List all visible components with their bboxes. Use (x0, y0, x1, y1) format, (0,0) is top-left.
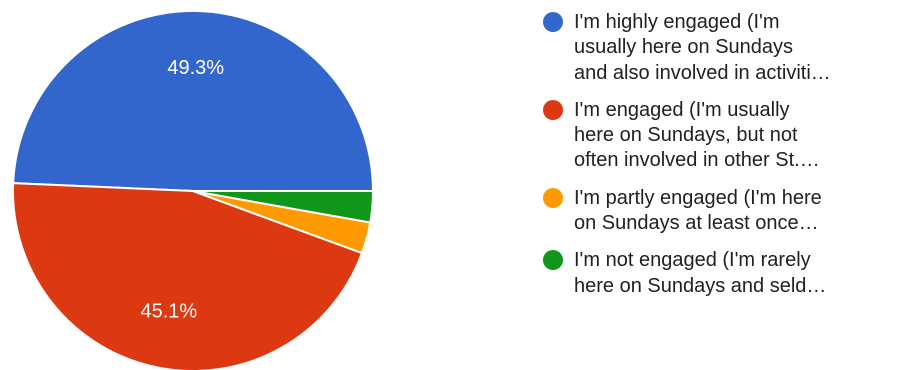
pie-slice-not-engaged[interactable] (192, 190, 374, 224)
legend-item-engaged[interactable]: I'm engaged (I'm usually here on Sundays… (543, 98, 893, 174)
pie-label-engaged: 45.1% (140, 301, 197, 323)
legend-item-partly-engaged[interactable]: I'm partly engaged (I'm here on Sundays … (543, 186, 893, 237)
pie-label-highly-engaged: 49.3% (167, 57, 224, 79)
legend-label-not-engaged: I'm not engaged (I'm rarely here on Sund… (574, 249, 827, 297)
legend-swatch-partly-engaged (543, 187, 563, 208)
legend-item-not-engaged[interactable]: I'm not engaged (I'm rarely here on Sund… (543, 248, 893, 299)
legend-label-engaged: I'm engaged (I'm usually here on Sundays… (574, 98, 820, 172)
legend-label-partly-engaged: I'm partly engaged (I'm here on Sundays … (574, 186, 822, 235)
pie-chart: 49.3% 45.1% (12, 10, 374, 370)
legend-swatch-not-engaged (543, 250, 563, 271)
legend: I'm highly engaged (I'm usually here on … (543, 10, 893, 311)
pie-slice-highly-engaged[interactable] (12, 10, 374, 192)
legend-item-highly-engaged[interactable]: I'm highly engaged (I'm usually here on … (543, 10, 893, 86)
legend-swatch-engaged (543, 99, 563, 120)
pie-slice-engaged[interactable] (12, 182, 363, 370)
legend-label-highly-engaged: I'm highly engaged (I'm usually here on … (574, 11, 831, 84)
legend-swatch-highly-engaged (543, 12, 563, 32)
